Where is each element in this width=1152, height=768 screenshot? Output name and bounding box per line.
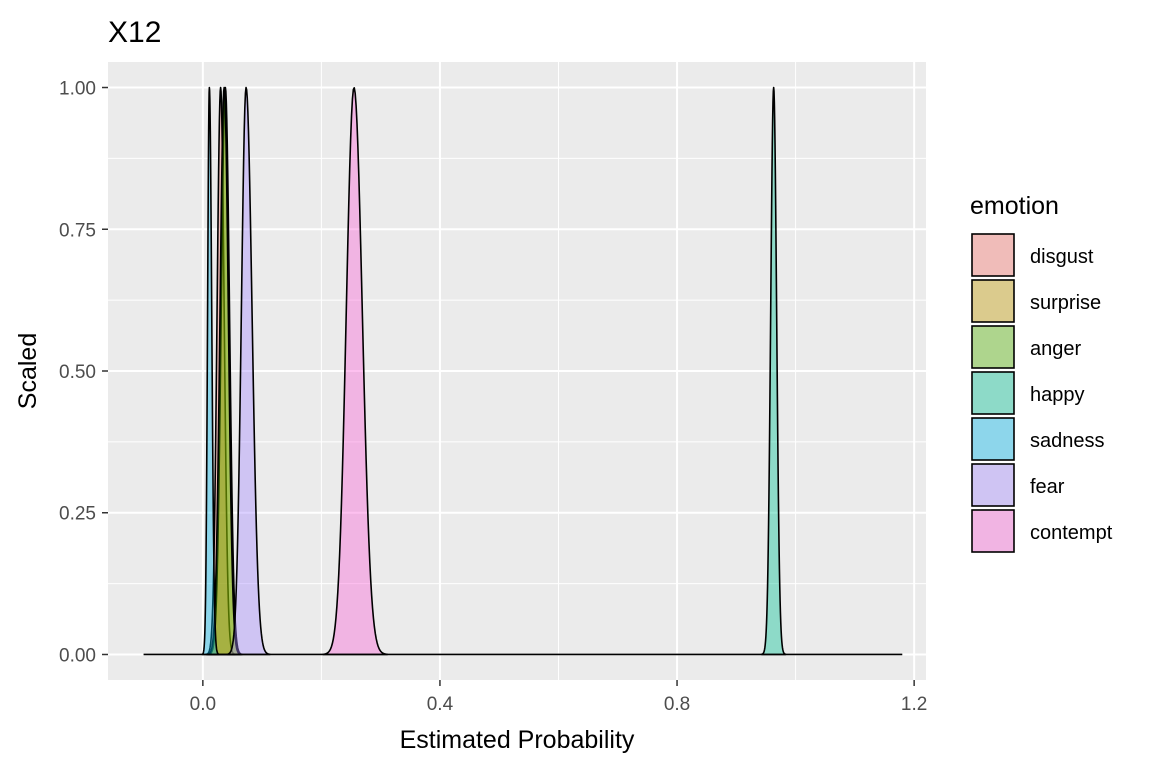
- legend-key-bg: [972, 326, 1014, 368]
- legend-key-contempt: [971, 509, 1015, 553]
- density-surprise: [207, 86, 243, 656]
- density-happy: [761, 86, 787, 656]
- legend-key-bg: [972, 464, 1014, 506]
- density-anger: [206, 86, 242, 656]
- legend-label-anger: anger: [1030, 338, 1081, 360]
- y-tick-label: 1.00: [59, 79, 96, 100]
- legend-label-contempt: contempt: [1030, 522, 1113, 544]
- y-tick-label: 0.75: [59, 220, 96, 241]
- x-axis: 0.0 0.4 0.8 1.2: [190, 680, 927, 715]
- y-axis: 0.00 0.25 0.50 0.75 1.00: [59, 79, 108, 666]
- legend-key-surprise: [971, 279, 1015, 323]
- x-tick-label: 0.0: [190, 694, 216, 715]
- x-axis-title: Estimated Probability: [400, 726, 635, 754]
- legend-key-bg: [972, 510, 1014, 552]
- x-tick-label: 0.8: [664, 694, 690, 715]
- legend-label-sadness: sadness: [1030, 430, 1105, 452]
- x-tick-label: 0.4: [427, 694, 454, 715]
- legend-key-bg: [972, 372, 1014, 414]
- legend-key-bg: [972, 234, 1014, 276]
- legend-label-disgust: disgust: [1030, 246, 1094, 268]
- x-tick-label: 1.2: [901, 694, 927, 715]
- legend-key-anger: [971, 325, 1015, 369]
- legend-label-fear: fear: [1030, 476, 1065, 498]
- chart-title: X12: [108, 16, 161, 49]
- legend-key-bg: [972, 280, 1014, 322]
- legend-key-disgust: [971, 233, 1015, 277]
- legend-key-happy: [971, 371, 1015, 415]
- legend-title: emotion: [970, 192, 1059, 220]
- density-sadness: [201, 86, 220, 656]
- gridlines: [108, 62, 926, 680]
- y-tick-label: 0.50: [59, 362, 96, 383]
- density-contempt: [322, 87, 388, 656]
- density-series: [201, 86, 787, 656]
- legend-key-bg: [972, 418, 1014, 460]
- legend: emotion disgust surprise anger happy sadness…: [970, 192, 1113, 553]
- density-fear: [226, 86, 271, 656]
- y-tick-label: 0.00: [59, 645, 96, 666]
- legend-label-happy: happy: [1030, 384, 1085, 406]
- legend-key-sadness: [971, 417, 1015, 461]
- legend-label-surprise: surprise: [1030, 292, 1101, 314]
- y-axis-title: Scaled: [14, 333, 42, 409]
- y-tick-label: 0.25: [59, 504, 96, 525]
- legend-key-fear: [971, 463, 1015, 507]
